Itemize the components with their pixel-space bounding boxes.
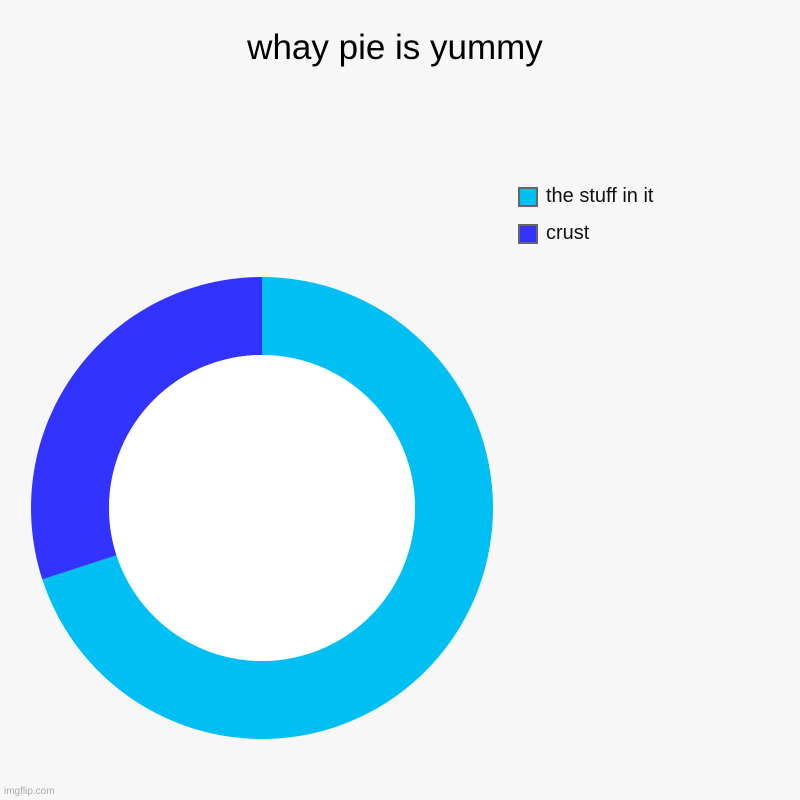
legend-item: crust [518,215,653,252]
legend: the stuff in it crust [518,178,653,252]
slice-crust [30,277,263,580]
legend-swatch [518,223,538,244]
legend-item: the stuff in it [518,178,653,215]
slice-the-stuff-in-it [42,277,494,739]
legend-label: crust [546,222,590,244]
legend-swatch [518,186,538,207]
donut-hole [109,355,415,661]
chart-title: whay pie is yummy [247,28,543,67]
legend-label: the stuff in it [546,185,654,207]
watermark: imgflip.com [4,786,55,797]
